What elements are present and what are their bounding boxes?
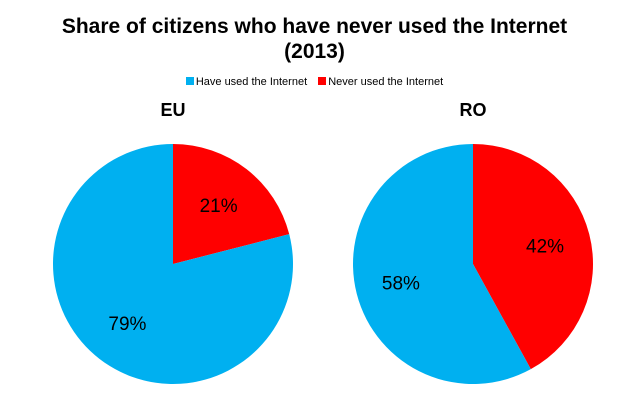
pie-ro: RO 42% 58%: [353, 100, 594, 385]
pie-ro-slice-have-used: [353, 144, 531, 385]
legend-label-have-used: Have used the Internet: [195, 76, 308, 88]
chart-title: Share of citizens who have never used th…: [0, 14, 629, 64]
pie-ro-label-never-used: 42%: [526, 237, 564, 258]
legend-entry-have-used: Have used the Internet: [185, 75, 308, 89]
legend-entry-never-used: Never used the Internet: [318, 75, 443, 89]
pie-ro-label-have-used: 58%: [382, 274, 420, 295]
legend-swatch-never-used: [318, 77, 327, 85]
legend-swatch-have-used: [185, 77, 194, 85]
pie-title-eu: EU: [160, 100, 185, 120]
pie-eu-slice-never-used: [173, 144, 290, 264]
pie-eu-label-never-used: 21%: [200, 196, 238, 217]
pie-ro-slice-never-used: [473, 144, 594, 370]
pie-eu-label-have-used: 79%: [108, 314, 146, 335]
pie-eu-slice-have-used: [52, 144, 293, 384]
pie-title-ro: RO: [460, 100, 487, 120]
chart-title-text: Share of citizens who have never used th…: [61, 15, 568, 38]
chart-subtitle: (2013): [284, 40, 345, 63]
legend: Have used the Internet Never used the In…: [0, 75, 629, 89]
legend-label-never-used: Never used the Internet: [328, 76, 444, 88]
pie-eu: EU 21% 79%: [52, 100, 293, 384]
